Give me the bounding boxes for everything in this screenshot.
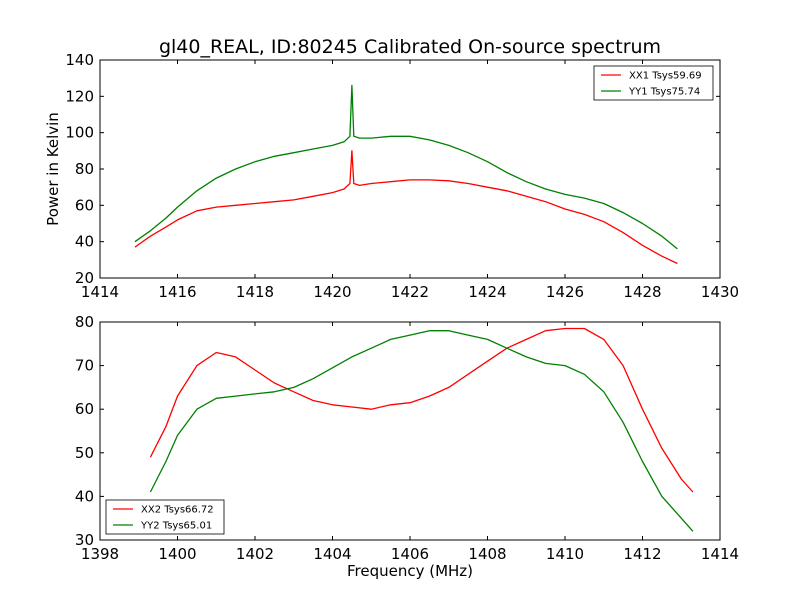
top-legend-box (593, 65, 714, 101)
bottom-series-yy2-line (149, 330, 694, 532)
top-series-xx1-line (134, 150, 678, 265)
top-x-tick-label: 1426 (546, 283, 584, 301)
bottom-y-tick-label: 50 (75, 444, 94, 462)
bottom-x-tick-label: 1410 (546, 545, 584, 563)
bottom-x-tick-label: 1408 (468, 545, 506, 563)
top-plot-lines (134, 84, 678, 265)
top-x-tick-label: 1430 (701, 283, 739, 301)
top-y-tick-label: 40 (75, 233, 94, 251)
top-y-tick-label: 20 (75, 269, 94, 287)
top-legend-label-xx1: XX1 Tsys59.69 (629, 71, 702, 82)
bottom-legend-box (105, 499, 225, 535)
bottom-y-tick-label: 30 (75, 531, 94, 549)
top-y-axis-label: Power in Kelvin (44, 112, 62, 226)
bottom-x-tick-label: 1412 (623, 545, 661, 563)
bottom-series-xx2-line (149, 327, 694, 493)
top-y-tick-label: 80 (75, 160, 94, 178)
bottom-legend-label-xx2: XX2 Tsys66.72 (141, 505, 214, 516)
bottom-x-tick-label: 1398 (81, 545, 119, 563)
bottom-x-tick-label: 1402 (236, 545, 274, 563)
top-x-tick-label: 1422 (391, 283, 429, 301)
bottom-y-tick-label: 60 (75, 400, 94, 418)
top-y-tick-label: 120 (65, 87, 94, 105)
figure-title: gl40_REAL, ID:80245 Calibrated On-source… (159, 36, 661, 58)
top-y-tick-label: 140 (65, 51, 94, 69)
top-x-tick-label: 1416 (158, 283, 196, 301)
bottom-y-tick-label: 70 (75, 357, 94, 375)
top-x-tick-label: 1418 (236, 283, 274, 301)
bottom-x-axis-label: Frequency (MHz) (347, 562, 473, 580)
top-series-yy1-line (134, 84, 678, 250)
top-ticks: 1414 1416 1418 1420 1422 1424 1426 1428 1430 20 40… (65, 51, 739, 301)
bottom-y-tick-label: 40 (75, 487, 94, 505)
bottom-panel: 1398 1400 1402 1404 1406 1408 1410 1412 1414 30 40… (75, 313, 739, 580)
top-x-tick-label: 1414 (81, 283, 119, 301)
bottom-legend: XX2 Tsys66.72 YY2 Tsys65.01 (105, 499, 225, 535)
bottom-ticks: 1398 1400 1402 1404 1406 1408 1410 1412 1414 30 40… (75, 313, 739, 563)
bottom-legend-label-yy2: YY2 Tsys65.01 (140, 521, 212, 532)
bottom-x-tick-label: 1414 (701, 545, 739, 563)
top-x-tick-label: 1424 (468, 283, 506, 301)
top-y-tick-label: 100 (65, 124, 94, 142)
top-panel: 1414 1416 1418 1420 1422 1424 1426 1428 1430 20 40… (44, 51, 739, 301)
bottom-x-tick-label: 1400 (158, 545, 196, 563)
top-legend-label-yy1: YY1 Tsys75.74 (628, 87, 700, 98)
bottom-x-tick-label: 1404 (313, 545, 351, 563)
bottom-plot-lines (149, 327, 694, 532)
top-x-tick-label: 1420 (313, 283, 351, 301)
bottom-x-tick-label: 1406 (391, 545, 429, 563)
top-legend: XX1 Tsys59.69 YY1 Tsys75.74 (593, 65, 714, 101)
bottom-y-tick-label: 80 (75, 313, 94, 331)
top-x-tick-label: 1428 (623, 283, 661, 301)
top-y-tick-label: 60 (75, 196, 94, 214)
